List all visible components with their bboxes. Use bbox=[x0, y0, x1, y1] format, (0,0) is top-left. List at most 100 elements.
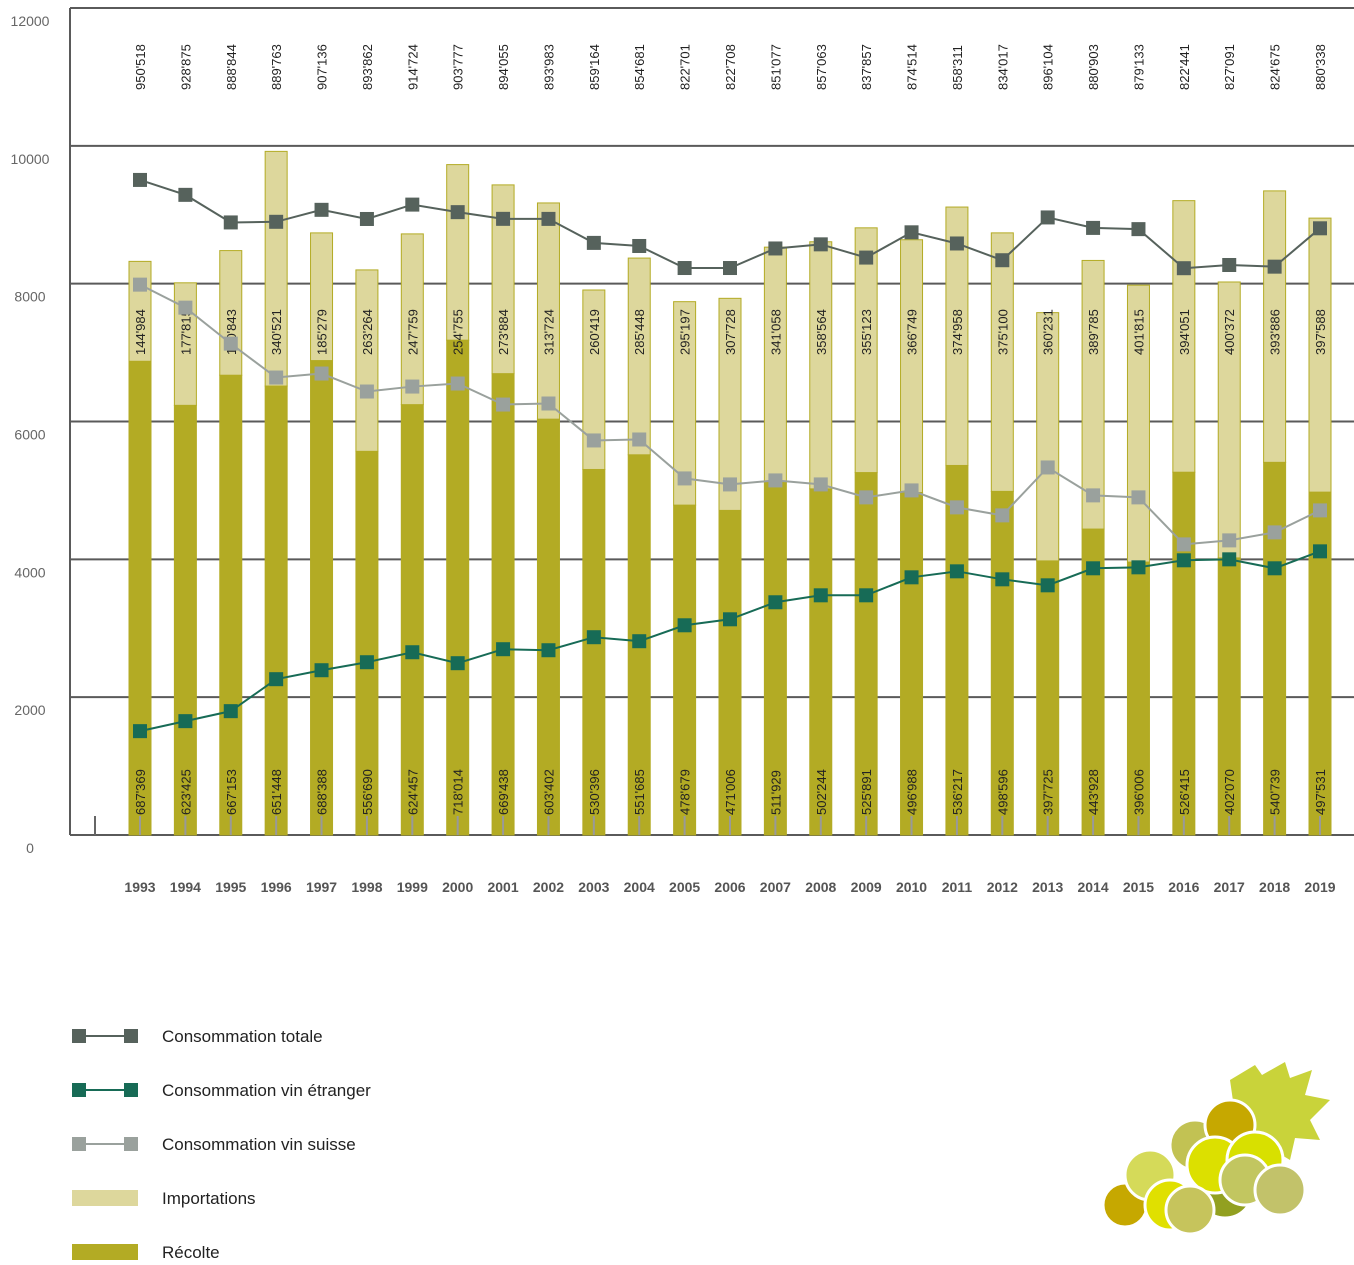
marker bbox=[813, 477, 828, 492]
bar bbox=[446, 339, 470, 836]
x-tick-label: 2001 bbox=[487, 879, 518, 895]
value-label: 536'217 bbox=[950, 769, 965, 815]
value-label: 893'862 bbox=[360, 44, 375, 90]
marker bbox=[450, 376, 465, 391]
legend-label: Consommation totale bbox=[162, 1027, 323, 1046]
marker bbox=[269, 672, 284, 687]
marker bbox=[1313, 544, 1327, 559]
value-label: 851'077 bbox=[768, 44, 783, 90]
marker bbox=[995, 508, 1010, 523]
value-label: 396'006 bbox=[1131, 769, 1146, 815]
value-label: 341'058 bbox=[768, 309, 783, 355]
bar bbox=[264, 385, 288, 836]
marker bbox=[1222, 552, 1237, 567]
value-label: 688'388 bbox=[315, 769, 330, 815]
marker bbox=[178, 300, 193, 315]
marker bbox=[1222, 533, 1237, 548]
legend-swatch bbox=[72, 1190, 138, 1206]
marker bbox=[223, 704, 238, 719]
value-label: 874'514 bbox=[905, 44, 920, 90]
value-label: 624'457 bbox=[405, 769, 420, 815]
marker bbox=[1313, 221, 1327, 236]
plot: 0 2000 4000 6000 8000 10000 12000 1993 1994 1995 1… bbox=[11, 7, 1354, 895]
value-label: 393'886 bbox=[1268, 309, 1283, 355]
value-label: 497'531 bbox=[1313, 769, 1328, 815]
value-label: 358'564 bbox=[814, 309, 829, 355]
value-label: 247'759 bbox=[405, 309, 420, 355]
marker bbox=[1040, 210, 1055, 225]
value-label: 185'279 bbox=[315, 309, 330, 355]
legend-label: Importations bbox=[162, 1189, 256, 1208]
value-label: 858'311 bbox=[950, 45, 965, 90]
bar bbox=[310, 360, 334, 836]
value-label: 144'984 bbox=[133, 309, 148, 355]
marker bbox=[949, 500, 964, 515]
value-label: 295'197 bbox=[678, 309, 693, 355]
marker bbox=[813, 237, 828, 252]
marker bbox=[723, 612, 737, 627]
x-tick-label: 1994 bbox=[170, 879, 201, 895]
value-label: 880'903 bbox=[1086, 44, 1101, 90]
marker bbox=[1131, 560, 1146, 575]
marker bbox=[359, 211, 374, 226]
value-label: 824'675 bbox=[1268, 44, 1283, 90]
x-tick-label: 2015 bbox=[1123, 879, 1154, 895]
value-label: 889'763 bbox=[269, 44, 284, 90]
bar bbox=[945, 206, 969, 466]
value-label: 496'988 bbox=[905, 769, 920, 815]
legend-marker bbox=[124, 1137, 138, 1151]
bar bbox=[809, 241, 833, 490]
x-tick-label: 2019 bbox=[1304, 879, 1335, 895]
value-label: 498'596 bbox=[995, 769, 1010, 815]
marker bbox=[269, 214, 284, 229]
marker bbox=[586, 433, 601, 448]
value-label: 837'857 bbox=[859, 44, 874, 90]
marker bbox=[632, 634, 647, 649]
marker bbox=[768, 473, 783, 488]
marker bbox=[541, 643, 556, 658]
x-tick-label: 1995 bbox=[215, 879, 246, 895]
value-label: 834'017 bbox=[995, 44, 1010, 90]
marker bbox=[1086, 488, 1101, 503]
marker bbox=[813, 588, 828, 603]
marker bbox=[223, 336, 238, 351]
x-tick-label: 2018 bbox=[1259, 879, 1290, 895]
marker bbox=[586, 630, 601, 645]
bar bbox=[854, 227, 878, 474]
x-tick-label: 2007 bbox=[760, 879, 791, 895]
value-label: 389'785 bbox=[1086, 309, 1101, 355]
value-label: 928'875 bbox=[178, 44, 193, 90]
y-tick-label: 12000 bbox=[11, 13, 50, 29]
x-tick-label: 2010 bbox=[896, 879, 927, 895]
marker bbox=[723, 477, 737, 492]
bar bbox=[536, 202, 560, 420]
value-label: 822'708 bbox=[723, 44, 738, 90]
value-label: 273'884 bbox=[496, 309, 511, 355]
value-label: 893'983 bbox=[541, 44, 556, 90]
bar bbox=[763, 246, 787, 483]
marker bbox=[496, 642, 511, 657]
marker bbox=[586, 235, 601, 250]
marker bbox=[1131, 222, 1146, 237]
legend-label: Consommation vin suisse bbox=[162, 1135, 356, 1154]
marker bbox=[178, 187, 193, 202]
marker bbox=[677, 471, 692, 486]
marker bbox=[677, 618, 692, 633]
value-label: 859'164 bbox=[587, 44, 602, 90]
marker bbox=[133, 724, 147, 739]
marker bbox=[1131, 490, 1146, 505]
x-tick-label: 1997 bbox=[306, 879, 337, 895]
x-tick-label: 2000 bbox=[442, 879, 473, 895]
y-tick-label: 10000 bbox=[11, 151, 50, 167]
value-label: 556'690 bbox=[360, 769, 375, 815]
value-label: 530'396 bbox=[587, 769, 602, 815]
marker bbox=[859, 588, 874, 603]
marker bbox=[1176, 537, 1191, 552]
marker bbox=[450, 656, 465, 671]
marker bbox=[541, 211, 556, 226]
value-label: 400'372 bbox=[1222, 309, 1237, 355]
value-label: 687'369 bbox=[133, 769, 148, 815]
marker bbox=[223, 215, 238, 230]
marker bbox=[904, 483, 919, 498]
